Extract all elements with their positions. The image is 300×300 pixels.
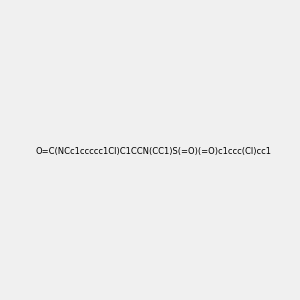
Text: O=C(NCc1ccccc1Cl)C1CCN(CC1)S(=O)(=O)c1ccc(Cl)cc1: O=C(NCc1ccccc1Cl)C1CCN(CC1)S(=O)(=O)c1cc… <box>36 147 272 156</box>
